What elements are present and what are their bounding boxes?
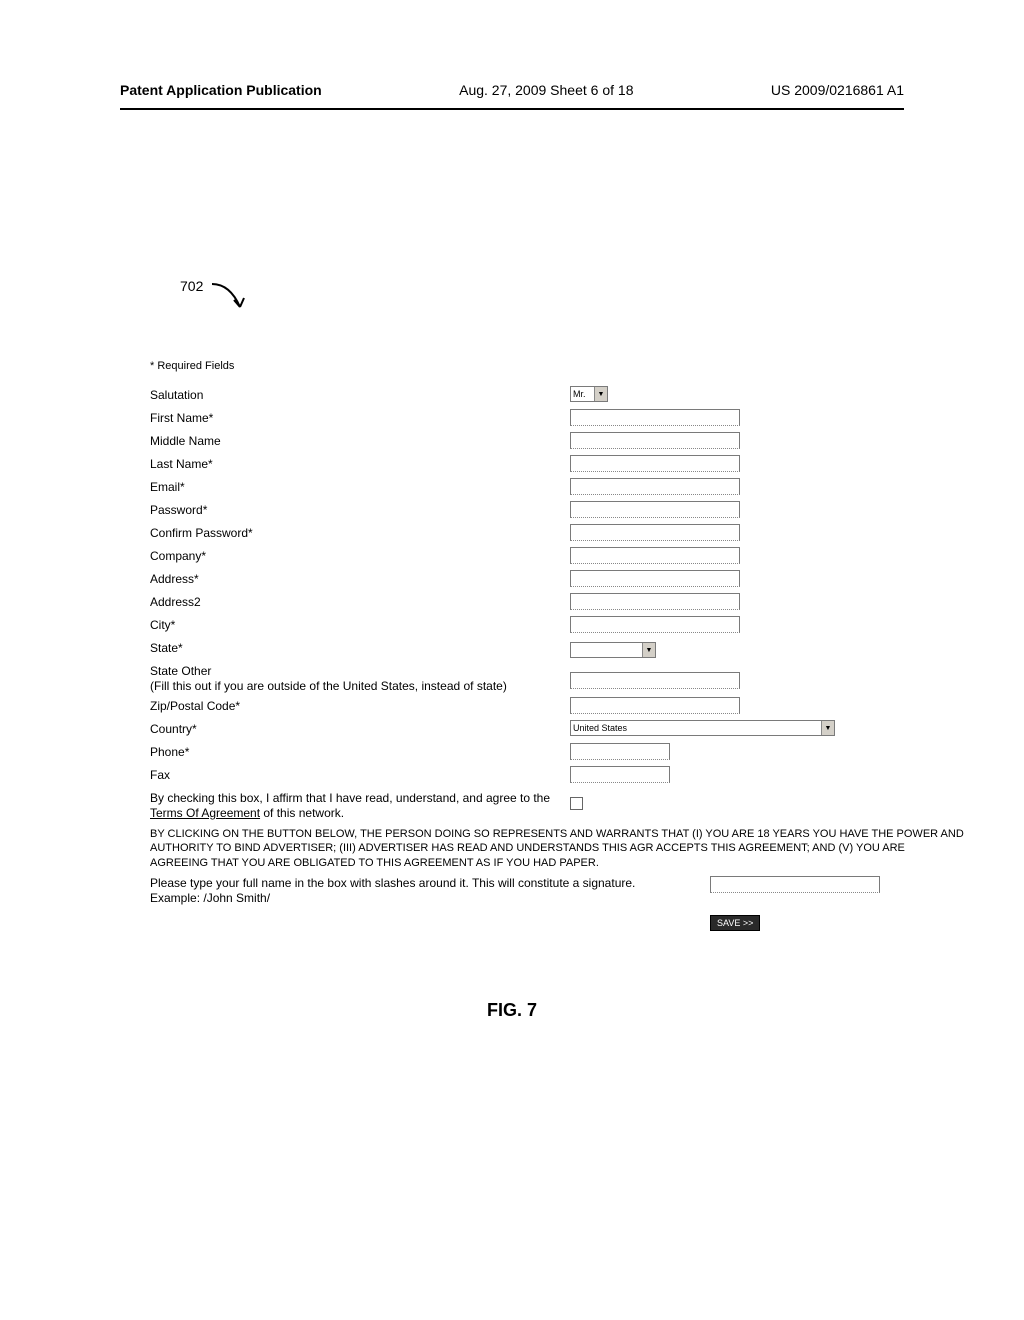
row-agree: By checking this box, I affirm that I ha… [150,789,964,821]
fax-input[interactable] [570,766,670,783]
page-header: Patent Application Publication Aug. 27, … [120,82,904,104]
terms-link[interactable]: Terms Of Agreement [150,806,260,820]
row-state: State* ▼ [150,639,964,659]
row-phone: Phone* [150,743,964,763]
country-select[interactable]: United States ▼ [570,720,835,736]
row-password: Password* [150,501,964,521]
save-button[interactable]: SAVE >> [710,915,760,931]
confirm-password-input[interactable] [570,524,740,541]
required-fields-note: * Required Fields [150,360,964,372]
label-salutation: Salutation [150,386,570,403]
row-address2: Address2 [150,593,964,613]
state-other-input[interactable] [570,672,740,689]
label-phone: Phone* [150,743,570,760]
label-company: Company* [150,547,570,564]
chevron-down-icon: ▼ [821,721,834,735]
address-input[interactable] [570,570,740,587]
callout-arrow-icon [210,282,260,322]
header-rule [120,108,904,110]
middle-name-input[interactable] [570,432,740,449]
row-fax: Fax [150,766,964,786]
agree-text-pre: By checking this box, I affirm that I ha… [150,791,550,805]
agree-checkbox[interactable] [570,797,583,810]
label-fax: Fax [150,766,570,783]
row-country: Country* United States ▼ [150,720,964,740]
row-salutation: Salutation Mr. ▼ [150,386,964,406]
agree-text-post: of this network. [260,806,344,820]
row-confirm-password: Confirm Password* [150,524,964,544]
country-value: United States [573,723,627,733]
last-name-input[interactable] [570,455,740,472]
row-address: Address* [150,570,964,590]
label-signature: Please type your full name in the box wi… [150,876,710,907]
row-zip: Zip/Postal Code* [150,697,964,717]
first-name-input[interactable] [570,409,740,426]
state-select[interactable]: ▼ [570,642,656,658]
row-state-other: State Other (Fill this out if you are ou… [150,662,964,694]
label-first-name: First Name* [150,409,570,426]
label-zip: Zip/Postal Code* [150,697,570,714]
label-country: Country* [150,720,570,737]
row-company: Company* [150,547,964,567]
city-input[interactable] [570,616,740,633]
chevron-down-icon: ▼ [642,643,655,657]
header-left: Patent Application Publication [120,82,322,98]
label-city: City* [150,616,570,633]
row-email: Email* [150,478,964,498]
label-address2: Address2 [150,593,570,610]
label-agree: By checking this box, I affirm that I ha… [150,789,570,821]
label-last-name: Last Name* [150,455,570,472]
header-right: US 2009/0216861 A1 [771,82,904,98]
row-signature: Please type your full name in the box wi… [150,876,964,907]
row-middle-name: Middle Name [150,432,964,452]
registration-form: * Required Fields Salutation Mr. ▼ First… [150,360,964,931]
figure-caption: FIG. 7 [0,1000,1024,1021]
label-state-other: State Other (Fill this out if you are ou… [150,662,570,694]
legal-text: BY CLICKING ON THE BUTTON BELOW, THE PER… [150,827,964,870]
chevron-down-icon: ▼ [594,387,607,401]
label-state: State* [150,639,570,656]
salutation-value: Mr. [573,389,586,399]
header-center: Aug. 27, 2009 Sheet 6 of 18 [459,82,633,98]
label-middle-name: Middle Name [150,432,570,449]
company-input[interactable] [570,547,740,564]
row-last-name: Last Name* [150,455,964,475]
label-email: Email* [150,478,570,495]
callout-number: 702 [180,278,203,294]
email-input[interactable] [570,478,740,495]
salutation-select[interactable]: Mr. ▼ [570,386,608,402]
label-password: Password* [150,501,570,518]
label-confirm-password: Confirm Password* [150,524,570,541]
signature-input[interactable] [710,876,880,893]
row-city: City* [150,616,964,636]
row-first-name: First Name* [150,409,964,429]
zip-input[interactable] [570,697,740,714]
password-input[interactable] [570,501,740,518]
address2-input[interactable] [570,593,740,610]
phone-input[interactable] [570,743,670,760]
label-address: Address* [150,570,570,587]
